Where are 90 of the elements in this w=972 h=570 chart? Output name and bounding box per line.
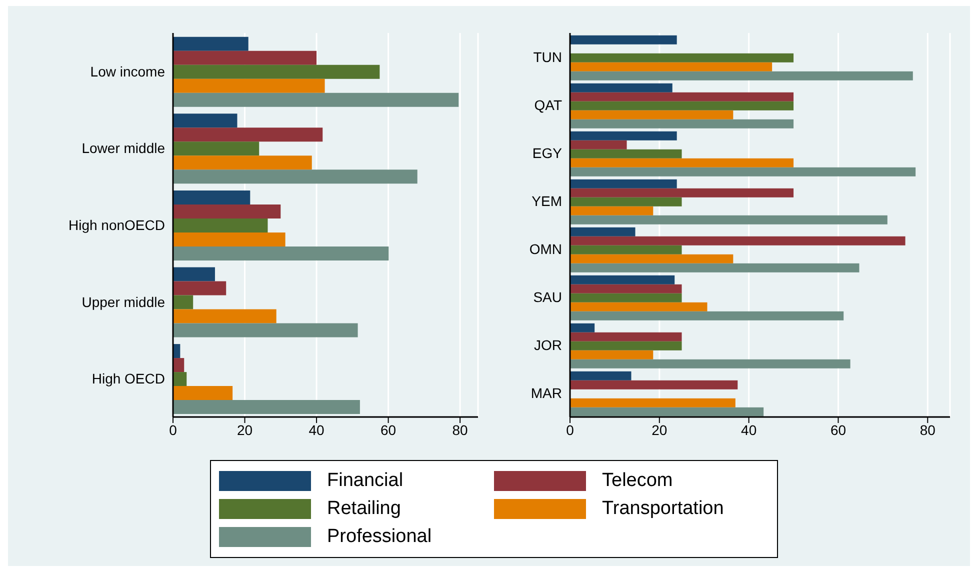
y-tick-label: TUN: [533, 48, 562, 65]
y-tick-label: OMN: [529, 240, 562, 257]
bar: [570, 227, 636, 236]
y-tick-label: High OECD: [92, 370, 165, 387]
legend-label: Telecom: [602, 470, 673, 492]
legend-label: Transportation: [602, 498, 724, 520]
bar: [173, 295, 194, 310]
bar: [173, 128, 323, 142]
x-tick-label: 40: [308, 422, 325, 438]
y-tick-label: High nonOECD: [68, 216, 165, 233]
y-tick-label: MAR: [530, 384, 562, 401]
bar: [173, 246, 389, 260]
bar: [570, 341, 682, 350]
x-tick-label: 80: [920, 422, 936, 438]
bar: [570, 350, 654, 360]
bar: [570, 254, 734, 264]
x-tick-label: 0: [169, 422, 178, 438]
x-tick-label: 0: [566, 422, 574, 438]
bar: [570, 245, 682, 254]
bar: [570, 110, 734, 120]
legend-label: Retailing: [327, 498, 401, 520]
x-tick-label: 20: [652, 422, 668, 438]
bar: [570, 101, 794, 110]
bar: [173, 218, 268, 232]
bar: [570, 323, 595, 332]
bar: [570, 167, 916, 176]
y-tick-label: EGY: [532, 144, 563, 161]
bar: [173, 386, 233, 400]
bar: [173, 64, 380, 79]
legend-label: Financial: [327, 470, 404, 492]
bar: [173, 114, 238, 128]
y-tick-label: JOR: [534, 336, 562, 353]
bar: [173, 323, 358, 338]
bar: [173, 78, 325, 93]
bar: [570, 263, 860, 272]
y-tick-label: Low income: [90, 63, 166, 80]
bar: [570, 62, 772, 72]
x-tick-label: 80: [452, 422, 468, 438]
bar: [173, 156, 312, 170]
bar: [570, 311, 844, 320]
bar: [570, 236, 906, 246]
y-tick-label: QAT: [534, 96, 562, 113]
bar: [173, 190, 250, 204]
bar: [570, 188, 794, 198]
bar: [570, 140, 627, 150]
bar: [173, 372, 187, 386]
bar: [570, 380, 738, 390]
bar: [570, 206, 654, 216]
bar: [173, 36, 248, 51]
bar: [570, 284, 682, 294]
bar: [570, 407, 764, 416]
bar: [570, 179, 677, 188]
bar: [173, 232, 286, 246]
bar: [173, 142, 260, 156]
bar: [173, 358, 184, 372]
bar: [173, 92, 459, 107]
bar: [570, 35, 677, 44]
bar: [570, 119, 794, 128]
x-tick-label: 60: [380, 422, 396, 438]
x-tick-label: 40: [741, 422, 757, 438]
bar: [570, 53, 794, 62]
bar: [570, 302, 708, 312]
bar: [570, 71, 913, 80]
bar: [570, 131, 677, 140]
y-tick-label: SAU: [533, 288, 562, 305]
bar: [570, 83, 672, 92]
y-tick-label: Upper middle: [82, 294, 166, 310]
bar: [173, 309, 276, 324]
bar: [173, 281, 226, 296]
legend-label: Professional: [327, 526, 432, 548]
bar: [570, 371, 632, 380]
x-tick-label: 20: [236, 422, 253, 438]
bar: [570, 158, 794, 168]
bar: [570, 149, 682, 158]
bar: [570, 197, 682, 206]
bar: [570, 215, 888, 224]
bar: [173, 204, 281, 218]
bar: [570, 332, 682, 342]
y-tick-label: Lower middle: [82, 140, 166, 156]
bar: [570, 92, 794, 102]
bar: [173, 50, 317, 65]
y-tick-label: YEM: [532, 192, 562, 209]
bar: [570, 359, 850, 368]
bar: [570, 275, 675, 284]
bar: [173, 267, 215, 282]
x-tick-label: 60: [830, 422, 846, 438]
bar: [570, 293, 682, 302]
bar: [173, 170, 418, 184]
bar: [173, 400, 360, 414]
bar: [570, 398, 736, 408]
